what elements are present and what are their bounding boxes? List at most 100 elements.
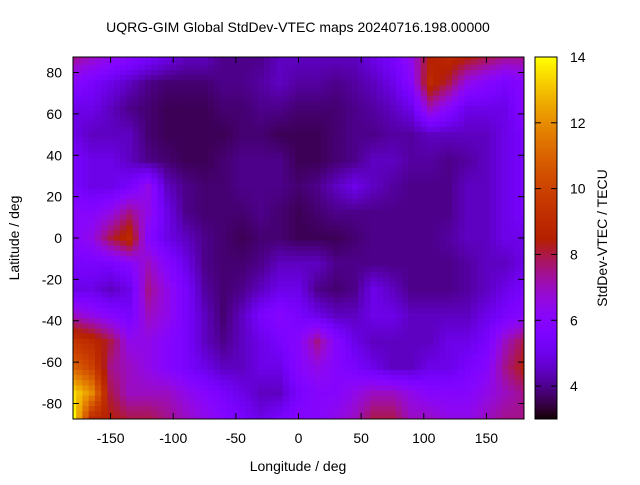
heatmap-cell [113,302,121,309]
heatmap-cell [470,163,478,169]
heatmap-cell [238,323,246,329]
heatmap-cell [238,328,246,335]
heatmap-cell [226,318,234,324]
heatmap-cell [295,338,303,345]
heatmap-cell [489,90,497,97]
heatmap-cell [345,142,353,148]
heatmap-cell [477,307,484,314]
heatmap-cell [314,344,321,350]
heatmap-cell [201,302,209,309]
heatmap-cell [470,64,478,71]
heatmap-cell [326,395,334,402]
heatmap-cell [451,137,459,143]
heatmap-cell [339,90,346,97]
heatmap-cell [408,333,415,340]
heatmap-cell [245,240,253,247]
heatmap-cell [477,126,484,133]
heatmap-cell [138,100,146,107]
heatmap-cell [408,157,415,164]
heatmap-cell [376,80,384,86]
heatmap-cell [88,80,96,86]
heatmap-cell [176,266,184,273]
heatmap-cell [101,131,108,138]
heatmap-cell [358,85,365,92]
heatmap-cell [276,297,284,304]
heatmap-cell [213,121,221,128]
heatmap-cell [188,323,196,329]
heatmap-cell [477,157,484,164]
heatmap-cell [151,276,159,283]
heatmap-cell [176,271,184,278]
heatmap-cell [389,183,397,190]
heatmap-cell [207,292,215,298]
heatmap-cell [270,219,278,226]
heatmap-cell [151,199,159,205]
heatmap-cell [151,395,159,402]
heatmap-cell [264,126,271,133]
heatmap-cell [332,292,340,298]
heatmap-cell [207,318,215,324]
heatmap-cell [483,395,491,402]
heatmap-cell [251,271,259,278]
heatmap-cell [358,281,365,288]
heatmap-cell [351,364,359,371]
heatmap-cell [113,106,121,112]
heatmap-cell [345,318,353,324]
heatmap-cell [495,152,503,159]
heatmap-cell [145,178,152,185]
heatmap-cell [113,57,121,61]
heatmap-cell [383,338,390,345]
heatmap-cell [470,344,478,350]
heatmap-cell [276,199,284,205]
heatmap-cell [282,230,290,236]
heatmap-cell [270,297,278,304]
heatmap-cell [339,395,346,402]
heatmap-cell [433,163,440,169]
heatmap-cell [213,349,221,355]
heatmap-cell [264,390,271,397]
heatmap-cell [182,69,190,76]
heatmap-cell [232,116,240,123]
heatmap-cell [157,121,165,128]
heatmap-cell [420,142,428,148]
heatmap-cell [483,375,491,381]
heatmap-cell [426,359,434,366]
heatmap-cell [245,64,253,71]
heatmap-cell [176,183,184,190]
heatmap-cell [395,235,403,242]
heatmap-cell [470,266,478,273]
heatmap-cell [364,69,372,76]
heatmap-cell [113,142,121,148]
heatmap-cell [307,100,315,107]
heatmap-cell [383,100,390,107]
heatmap-cell [176,173,184,180]
heatmap-cell [345,209,353,216]
heatmap-cell [326,333,334,340]
heatmap-cell [464,256,472,262]
heatmap-cell [414,328,422,335]
heatmap-cell [483,292,491,298]
heatmap-cell [264,75,271,81]
heatmap-cell [332,173,340,180]
heatmap-cell [101,287,108,293]
heatmap-cell [73,250,77,257]
heatmap-cell [195,359,202,366]
heatmap-cell [151,261,159,267]
heatmap-cell [226,194,234,200]
heatmap-cell [332,142,340,148]
heatmap-cell [458,359,465,366]
heatmap-cell [307,333,315,340]
heatmap-cell [420,80,428,86]
heatmap-cell [220,256,227,262]
heatmap-cell [94,188,102,195]
heatmap-cell [420,261,428,267]
heatmap-cell [188,121,196,128]
heatmap-cell [332,276,340,283]
heatmap-cell [364,116,372,123]
heatmap-cell [307,302,315,309]
heatmap-cell [276,312,284,319]
heatmap-cell [301,116,309,123]
heatmap-cell [264,287,271,293]
heatmap-cell [477,395,484,402]
heatmap-cell [232,147,240,154]
